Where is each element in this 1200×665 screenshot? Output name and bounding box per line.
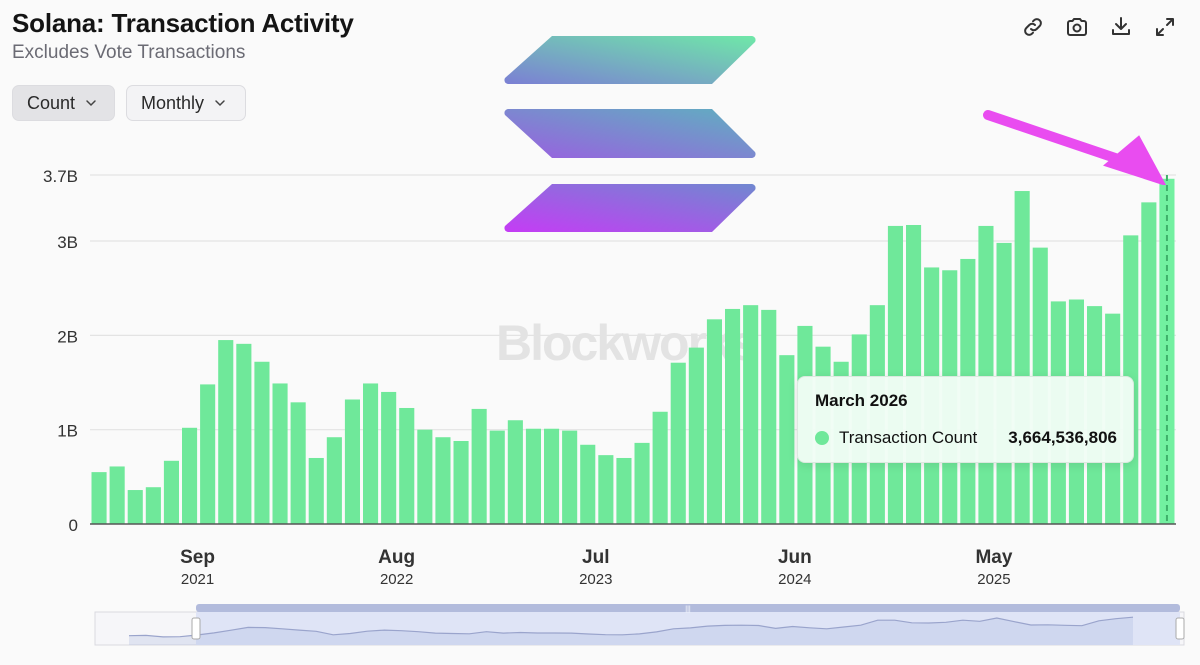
bar-feb-2022	[272, 383, 288, 524]
bar-jul-2023	[580, 444, 596, 524]
tooltip-value: 3,664,536,806	[1008, 428, 1117, 447]
bar-jan-2022	[254, 361, 270, 524]
bar-apr-2022	[308, 457, 324, 524]
data-tooltip: March 2026 Transaction Count 3,664,536,8…	[797, 376, 1134, 463]
bar-dec-2022	[453, 440, 469, 524]
bar-mar-2022	[290, 402, 306, 524]
tooltip-row: Transaction Count 3,664,536,806	[815, 428, 1117, 448]
bar-may-2021	[109, 466, 125, 524]
bar-jun-2021	[127, 490, 143, 524]
bar-may-2022	[326, 437, 342, 524]
x-tick-month: Sep	[180, 547, 215, 568]
navigator-area	[129, 617, 1133, 645]
bar-sep-2023	[616, 457, 632, 524]
link-icon	[1024, 18, 1042, 36]
series-dot-icon	[815, 431, 829, 445]
chevron-down-icon	[86, 100, 96, 107]
bar-oct-2021	[200, 384, 216, 524]
bar-feb-2024	[706, 319, 722, 524]
bar-apr-2023	[525, 428, 541, 524]
bar-sep-2022	[399, 407, 415, 524]
x-axis-ticks: Sep 2021 Aug 2022 Jul 2023 Jun 2024 May 2025	[180, 547, 1013, 588]
bar-jan-2024	[688, 347, 704, 524]
bar-jan-2023	[471, 408, 487, 524]
metric-dropdown[interactable]: Count	[12, 85, 115, 121]
x-tick-month: Jul	[582, 547, 609, 568]
interval-dropdown-label: Monthly	[141, 92, 205, 113]
navigator-line	[128, 616, 1134, 638]
bar-jan-2025	[906, 224, 922, 525]
chevron-down-icon	[215, 100, 225, 107]
chart-subtitle: Excludes Vote Transactions	[12, 42, 246, 63]
bar-mar-2023	[507, 420, 523, 524]
y-tick-label: 3B	[57, 233, 78, 252]
download-icon	[1112, 17, 1130, 35]
bar-nov-2021	[218, 340, 234, 524]
grip-icon: |||	[685, 606, 691, 613]
bar-mar-2024	[725, 308, 741, 524]
metric-dropdown-label: Count	[27, 92, 76, 113]
copy-link-button[interactable]	[1020, 14, 1046, 40]
bar-jun-2023	[562, 430, 578, 524]
bar-may-2024	[761, 309, 777, 524]
x-tick-month: Jun	[778, 547, 812, 568]
bar-jun-2024	[779, 355, 795, 524]
bar-mar-2026	[1159, 178, 1175, 524]
y-tick-label: 3.7B	[43, 167, 78, 186]
x-tick-month: May	[975, 547, 1012, 568]
x-tick-year: 2024	[778, 571, 811, 588]
bar-aug-2022	[381, 391, 397, 524]
bar-jul-2022	[363, 383, 379, 524]
screenshot-button[interactable]	[1064, 14, 1090, 40]
x-tick-year: 2022	[380, 571, 413, 588]
y-axis-ticks: 0 1B 2B 3B 3.7B	[43, 167, 78, 535]
bar-oct-2022	[417, 429, 433, 524]
y-tick-label: 0	[69, 516, 78, 535]
download-button[interactable]	[1108, 14, 1134, 40]
bar-apr-2024	[743, 305, 759, 524]
bar-aug-2021	[163, 460, 179, 524]
bar-nov-2023	[652, 411, 668, 524]
y-tick-label: 1B	[57, 422, 78, 441]
bar-nov-2022	[435, 437, 451, 524]
range-navigator: |||	[94, 604, 1185, 646]
x-tick-year: 2023	[579, 571, 612, 588]
bar-jul-2025	[1014, 191, 1030, 524]
tooltip-series-label: Transaction Count	[839, 428, 978, 447]
x-tick-month: Aug	[378, 547, 415, 568]
tooltip-title: March 2026	[815, 391, 908, 410]
expand-icon	[1156, 18, 1174, 36]
bar-feb-2023	[489, 430, 505, 524]
bar-feb-2026	[1141, 202, 1157, 524]
bar-jul-2021	[145, 487, 161, 524]
bar-dec-2021	[236, 343, 252, 524]
fullscreen-button[interactable]	[1152, 14, 1178, 40]
navigator-scrollbar[interactable]	[196, 604, 1180, 612]
navigator-handle[interactable]	[191, 617, 201, 640]
bar-sep-2021	[182, 427, 198, 524]
bar-jun-2022	[344, 399, 360, 524]
bars	[90, 175, 1176, 525]
camera-icon	[1067, 18, 1087, 36]
chart-toolbar	[1020, 14, 1178, 40]
bar-may-2023	[544, 428, 560, 524]
bar-aug-2023	[598, 455, 614, 524]
chart-title: Solana: Transaction Activity	[12, 8, 354, 38]
bar-dec-2023	[670, 362, 686, 524]
bar-dec-2024	[887, 225, 903, 525]
interval-dropdown[interactable]: Monthly	[126, 85, 246, 121]
navigator-handle[interactable]	[1175, 617, 1185, 640]
x-tick-year: 2021	[181, 571, 214, 588]
bar-oct-2023	[634, 442, 650, 524]
bar-apr-2021	[91, 472, 107, 524]
x-tick-year: 2025	[977, 571, 1010, 588]
y-tick-label: 2B	[57, 327, 78, 346]
bar-may-2025	[978, 225, 994, 525]
